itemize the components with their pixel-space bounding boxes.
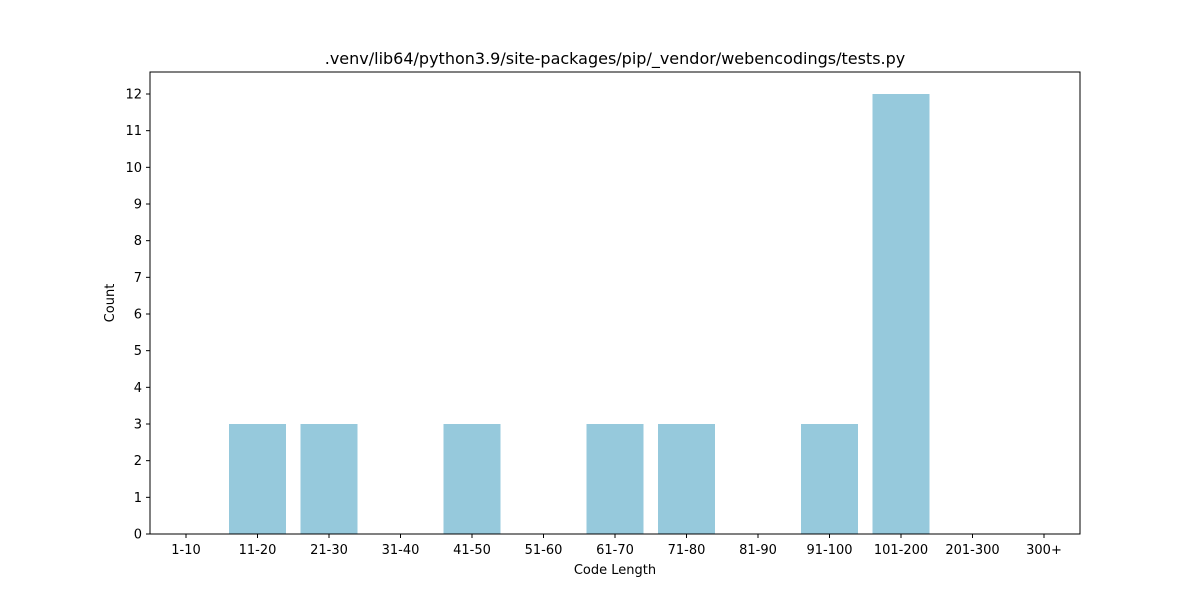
bar-61-70 [587, 424, 644, 534]
chart-title: .venv/lib64/python3.9/site-packages/pip/… [325, 49, 906, 69]
x-tick-label: 31-40 [382, 543, 420, 558]
x-tick-label: 71-80 [668, 543, 706, 558]
y-tick-label: 8 [134, 234, 142, 249]
x-tick-label: 201-300 [945, 543, 999, 558]
x-tick-label: 51-60 [525, 543, 563, 558]
y-tick-label: 2 [134, 454, 142, 469]
y-tick-label: 10 [125, 161, 142, 176]
x-tick-label: 81-90 [739, 543, 777, 558]
x-tick-label: 21-30 [310, 543, 348, 558]
bar-11-20 [229, 424, 286, 534]
bar-71-80 [658, 424, 715, 534]
y-tick-label: 9 [134, 198, 142, 213]
y-tick-label: 6 [134, 308, 142, 323]
x-axis-label: Code Length [574, 563, 656, 578]
y-tick-label: 11 [125, 124, 142, 139]
bar-21-30 [301, 424, 358, 534]
x-tick-label: 300+ [1026, 543, 1062, 558]
y-tick-label: 5 [134, 344, 142, 359]
x-tick-label: 101-200 [874, 543, 928, 558]
x-tick-label: 61-70 [596, 543, 634, 558]
x-tick-label: 11-20 [239, 543, 277, 558]
x-tick-label: 91-100 [806, 543, 852, 558]
y-tick-label: 1 [134, 491, 142, 506]
y-tick-label: 7 [134, 271, 142, 286]
y-tick-label: 3 [134, 418, 142, 433]
bar-101-200 [873, 94, 930, 534]
x-tick-label: 41-50 [453, 543, 491, 558]
y-tick-label: 0 [134, 528, 142, 543]
bar-91-100 [801, 424, 858, 534]
y-tick-label: 12 [125, 88, 142, 103]
y-tick-label: 4 [134, 381, 142, 396]
y-axis-label: Count [103, 284, 118, 323]
bar-41-50 [444, 424, 501, 534]
x-tick-label: 1-10 [171, 543, 201, 558]
